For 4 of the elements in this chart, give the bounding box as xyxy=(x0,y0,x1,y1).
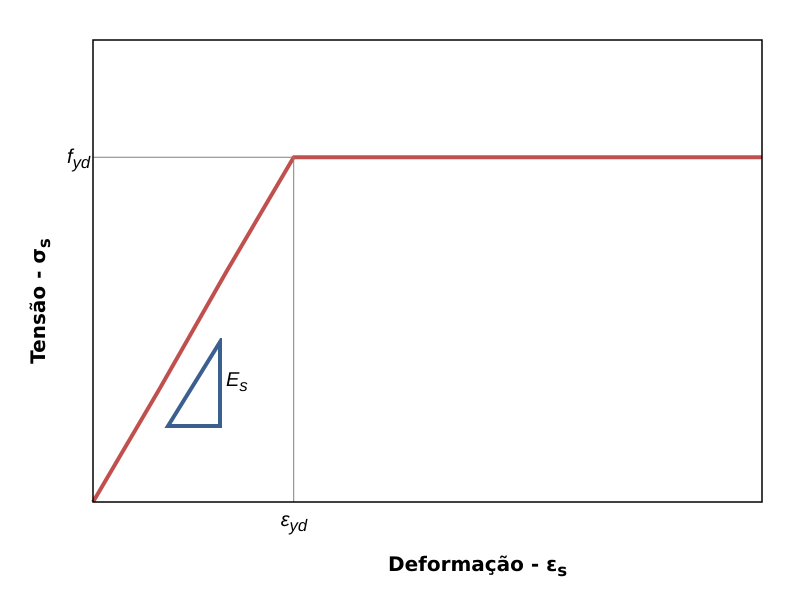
x-axis-title: Deformação - ε$_{s}$ xyxy=(388,552,568,580)
ref-line-label: f$_{yd}$ xyxy=(67,146,90,173)
annotation: E$_{s}$ xyxy=(226,368,248,396)
text: ε$_{yd}$ xyxy=(280,508,308,536)
